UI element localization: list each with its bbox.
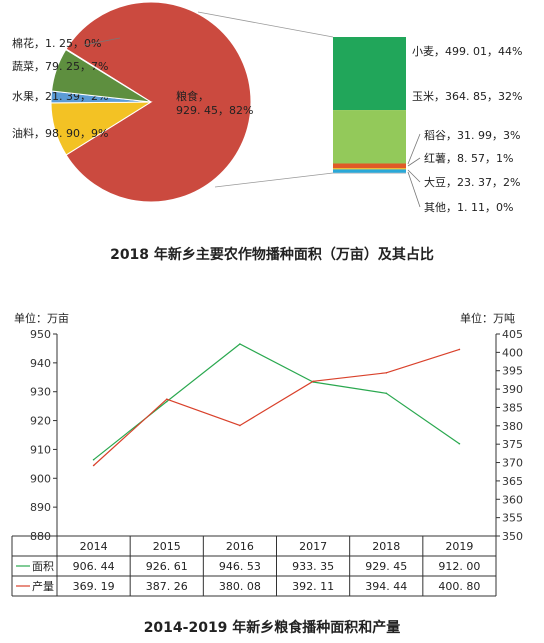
- bar-label-4: 大豆，23. 37，2%: [424, 175, 520, 189]
- right-tick-label: 400: [502, 346, 523, 359]
- left-tick-label: 890: [30, 501, 51, 514]
- right-tick-label: 390: [502, 383, 523, 396]
- connector-bottom: [214, 172, 334, 188]
- pie-label-3: 蔬菜，79. 25，7%: [12, 60, 108, 73]
- series-line-面积: [93, 343, 460, 461]
- line-chart-title: 2014-2019 年新乡粮食播种面积和产量: [144, 619, 401, 636]
- table-header-year: 2017: [299, 540, 327, 553]
- bar-label-3: 红薯，8. 57，1%: [424, 152, 513, 165]
- right-tick-label: 355: [502, 512, 523, 525]
- table-cell: 394. 44: [365, 580, 407, 593]
- legend-label: 产量: [32, 579, 54, 593]
- right-tick-label: 370: [502, 457, 523, 470]
- pie-label-1: 油料，98. 90，9%: [12, 126, 108, 140]
- bar-label-0: 小麦，499. 01，44%: [412, 45, 522, 58]
- right-tick-label: 385: [502, 401, 523, 414]
- table-cell: 926. 61: [146, 560, 188, 573]
- table-cell: 946. 53: [219, 560, 261, 573]
- table-cell: 933. 35: [292, 560, 334, 573]
- table-cell: 400. 80: [438, 580, 480, 593]
- bar-segment-1: [333, 110, 406, 164]
- bar-leader-1: [407, 157, 421, 167]
- series-point: [239, 424, 241, 427]
- table-cell: 929. 45: [365, 560, 407, 573]
- right-tick-label: 365: [502, 475, 523, 488]
- right-tick-label: 395: [502, 365, 523, 378]
- bar-leader-3: [407, 171, 421, 208]
- bar-segment-5: [333, 172, 406, 174]
- series-point: [166, 398, 168, 401]
- table-cell: 380. 08: [219, 580, 261, 593]
- bar-leader-2: [407, 169, 421, 183]
- bar-segment-3: [333, 168, 406, 170]
- series-point: [92, 464, 95, 467]
- series-point: [385, 372, 388, 374]
- pie-slice-0: [65, 1, 252, 203]
- right-tick-label: 380: [502, 420, 523, 433]
- series-point: [458, 348, 461, 351]
- right-tick-label: 405: [502, 328, 523, 341]
- breakdown-stacked-bar: 小麦，499. 01，44% 玉米，364. 85，32% 稻谷，31. 99，3%…: [197, 11, 522, 214]
- right-tick-label: 350: [502, 530, 523, 543]
- line-chart: 8808909009109209309409503503553603653703…: [11, 328, 523, 597]
- table-cell: 369. 19: [73, 580, 115, 593]
- series-line-产量: [93, 348, 460, 466]
- table-header-year: 2014: [80, 540, 108, 553]
- left-tick-label: 950: [30, 328, 51, 341]
- pie-leader-line: [83, 37, 121, 46]
- bar-label-5: 其他，1. 11，0%: [424, 201, 513, 214]
- pie-chart: 粮食， 929. 45，82%油料，98. 90，9%水果，21. 39，2%蔬菜…: [12, 1, 253, 203]
- table-header-year: 2016: [226, 540, 254, 553]
- right-tick-label: 360: [502, 493, 523, 506]
- table-cell: 906. 44: [73, 560, 115, 573]
- left-tick-label: 920: [30, 415, 51, 428]
- bar-leader-0: [407, 133, 421, 165]
- series-point: [385, 392, 388, 395]
- connector-top: [197, 11, 334, 38]
- right-axis-unit: 单位：万吨: [460, 311, 515, 325]
- series-point: [239, 343, 241, 345]
- left-tick-label: 930: [30, 386, 51, 399]
- pie-slice-4: [65, 48, 152, 103]
- table-cell: 912. 00: [438, 560, 480, 573]
- pie-label-0: 粮食， 929. 45，82%: [176, 89, 253, 117]
- table-header-year: 2015: [153, 540, 181, 553]
- pie-chart-title: 2018 年新乡主要农作物播种面积（万亩）及其占比: [110, 246, 434, 263]
- bar-label-1: 玉米，364. 85，32%: [412, 90, 522, 103]
- right-tick-label: 375: [502, 438, 523, 451]
- table-cell: 392. 11: [292, 580, 334, 593]
- series-point: [166, 400, 168, 403]
- bar-label-2: 稻谷，31. 99，3%: [424, 129, 520, 142]
- series-point: [92, 458, 95, 461]
- series-point: [312, 380, 314, 383]
- table-cell: 387. 26: [146, 580, 188, 593]
- legend-label: 面积: [32, 560, 54, 573]
- left-tick-label: 910: [30, 443, 51, 456]
- left-tick-label: 900: [30, 472, 51, 485]
- left-axis-unit: 单位：万亩: [14, 311, 69, 325]
- bar-segment-2: [333, 163, 406, 169]
- series-point: [458, 442, 461, 445]
- bar-segment-0: [333, 37, 406, 111]
- left-tick-label: 940: [30, 357, 51, 370]
- bar-segment-4: [333, 169, 406, 173]
- table-header-year: 2019: [445, 540, 473, 553]
- pie-label-4: 棉花，1. 25，0%: [12, 36, 101, 50]
- table-header-year: 2018: [372, 540, 400, 553]
